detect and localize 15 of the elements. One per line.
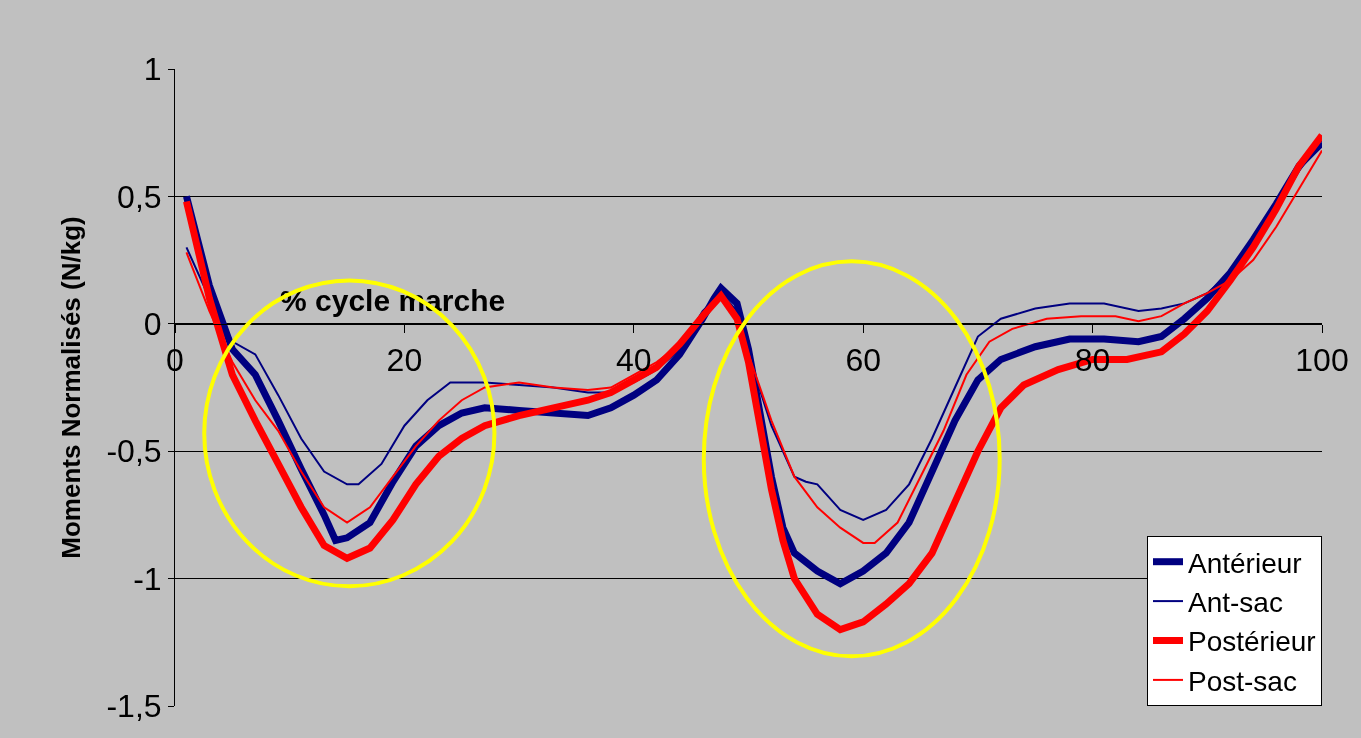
y-tick-label: -0,5 bbox=[106, 433, 162, 470]
y-tick-label: -1 bbox=[133, 560, 162, 597]
x-tick-label: 40 bbox=[616, 342, 652, 379]
y-tick-label: -1,5 bbox=[106, 688, 162, 725]
y-tick-label: 0 bbox=[143, 306, 162, 342]
y-tick-label: 1 bbox=[143, 51, 162, 88]
legend-label: Antérieur bbox=[1188, 547, 1302, 579]
legend-label: Ant-sac bbox=[1188, 587, 1283, 619]
x-tick-label: 100 bbox=[1295, 342, 1349, 379]
x-tick-label: 20 bbox=[386, 342, 423, 379]
y-tick-label: 0,5 bbox=[117, 178, 162, 215]
x-tick-label: 60 bbox=[845, 342, 881, 379]
legend-label: Post-sac bbox=[1188, 665, 1297, 697]
y-axis-title: Moments Normalisés (N/kg) bbox=[55, 216, 86, 559]
legend-label: Postérieur bbox=[1188, 626, 1316, 658]
